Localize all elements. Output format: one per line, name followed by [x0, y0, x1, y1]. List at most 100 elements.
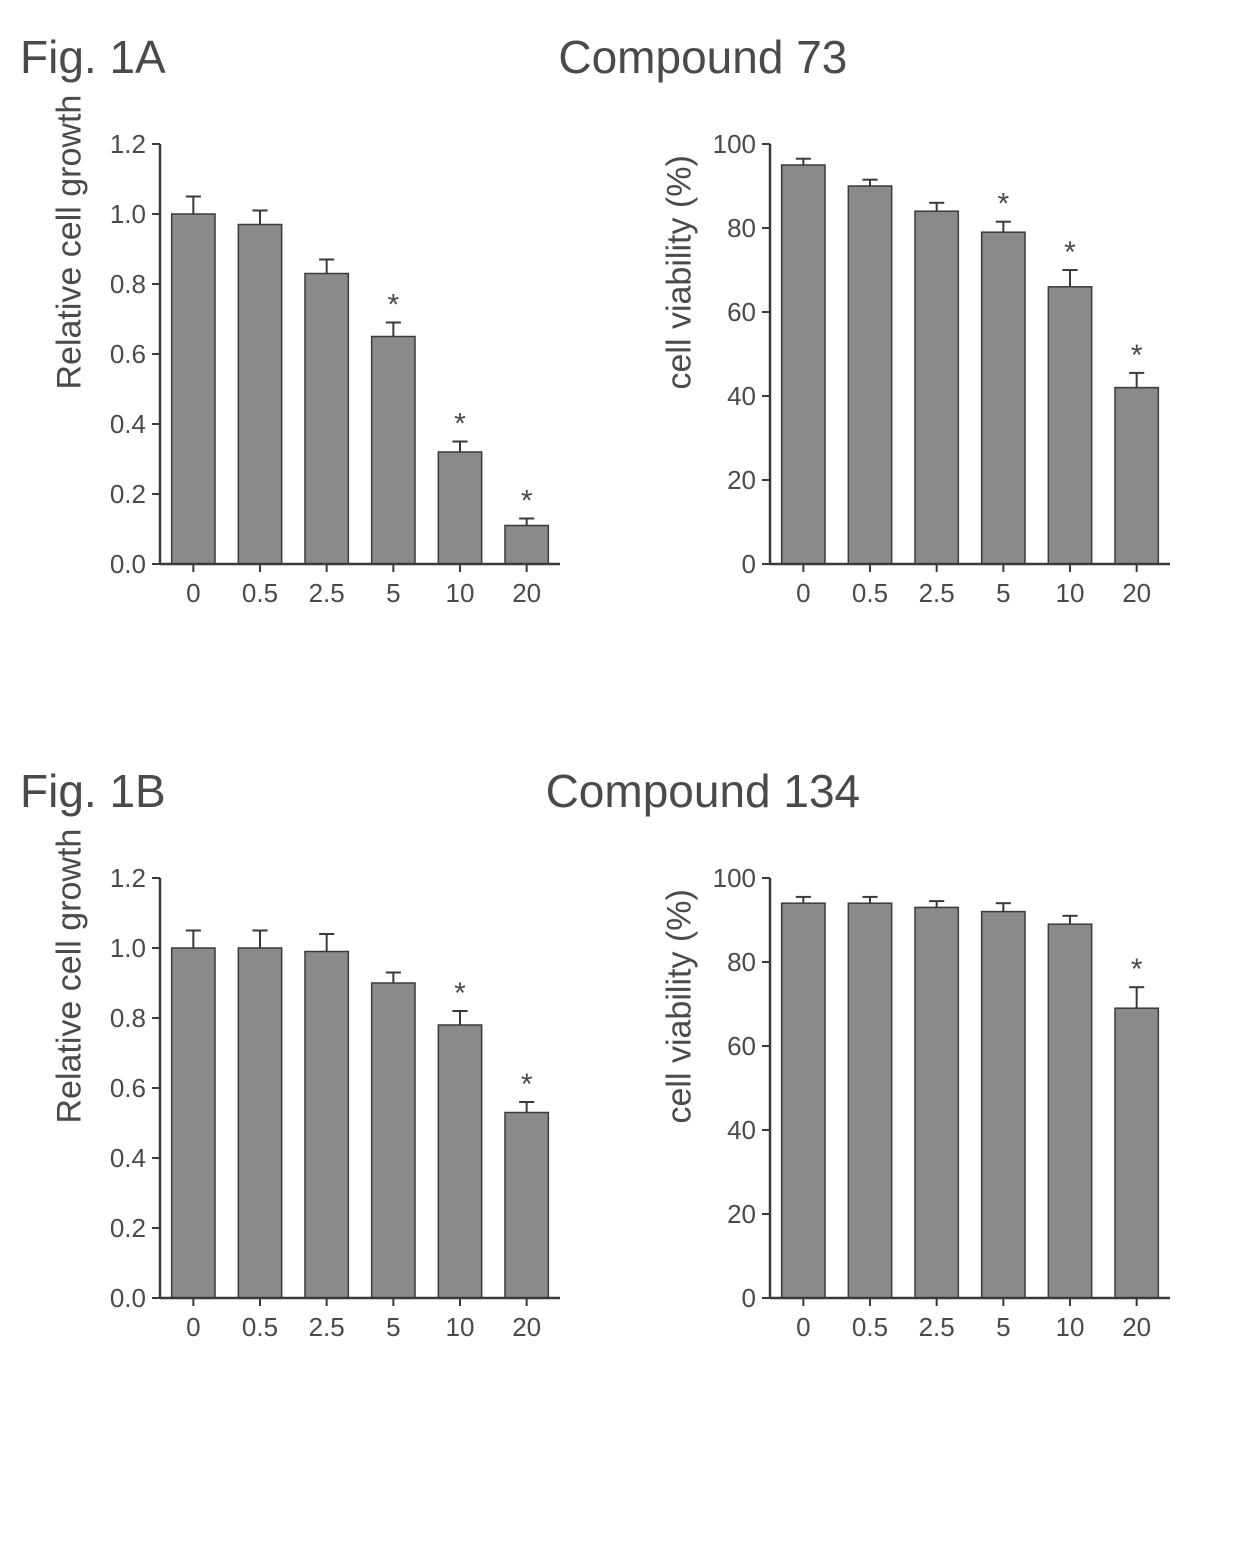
bar	[915, 211, 958, 564]
x-tick-label: 10	[446, 1312, 475, 1342]
y-tick-label: 0.6	[110, 339, 146, 369]
chart-wrap: cell viability (%) 0 20 40 60 80 100 0 0.5 2.5 5 10…	[660, 848, 1190, 1358]
x-tick-label: 2.5	[309, 578, 345, 608]
x-tick-label: 0	[186, 578, 200, 608]
x-tick-label: 10	[1056, 578, 1085, 608]
bar-chart: 02040608010000.52.5510*20	[700, 848, 1190, 1358]
x-tick-label: 10	[446, 578, 475, 608]
x-tick-label: 5	[996, 1312, 1010, 1342]
y-tick-label: 1.2	[110, 863, 146, 893]
figure-label: Fig. 1B	[20, 764, 166, 818]
x-tick-label: 5	[996, 578, 1010, 608]
y-tick-label: 0.8	[110, 1003, 146, 1033]
figure-block: Fig. 1BCompound 134Relative cell growth0…	[20, 764, 1220, 1358]
y-axis-label: Relative cell growth	[51, 1083, 90, 1123]
x-tick-label: 0.5	[242, 1312, 278, 1342]
y-tick-label: 100	[713, 129, 756, 159]
figure-header: Fig. 1B Compound 134	[20, 764, 1220, 818]
bar	[305, 274, 348, 565]
bar	[1115, 388, 1158, 564]
chart-wrap: Relative cell growth 0.0 0.2 0.4 0.6 0.8 1.0 1.…	[50, 848, 580, 1358]
x-tick-label: 0.5	[852, 578, 888, 608]
y-axis-label: cell viability (%)	[661, 1083, 700, 1123]
significance-star: *	[997, 188, 1009, 221]
bar	[238, 225, 281, 565]
y-tick-label: 0.0	[110, 1283, 146, 1313]
bar-chart: 02040608010000.52.5*5*10*20	[700, 114, 1190, 624]
y-tick-label: 0.4	[110, 1143, 146, 1173]
y-tick-label: 0.2	[110, 1213, 146, 1243]
bar	[438, 1025, 481, 1298]
x-tick-label: 5	[386, 1312, 400, 1342]
x-tick-label: 0.5	[242, 578, 278, 608]
y-tick-label: 60	[727, 1031, 756, 1061]
bar	[982, 232, 1025, 564]
y-tick-label: 40	[727, 381, 756, 411]
y-tick-label: 1.0	[110, 199, 146, 229]
bar	[305, 952, 348, 1299]
bar	[372, 983, 415, 1298]
y-tick-label: 80	[727, 213, 756, 243]
y-tick-label: 0.6	[110, 1073, 146, 1103]
charts-row: Relative cell growth 0.0 0.2 0.4 0.6 0.8 1.0 1.…	[20, 114, 1220, 624]
y-tick-label: 100	[713, 863, 756, 893]
bar	[172, 948, 215, 1298]
bar	[372, 337, 415, 565]
bar	[172, 214, 215, 564]
significance-star: *	[387, 289, 399, 322]
y-tick-label: 20	[727, 465, 756, 495]
compound-title: Compound 73	[186, 30, 1220, 84]
x-tick-label: 2.5	[919, 578, 955, 608]
bar-chart: 0.0 0.2 0.4 0.6 0.8 1.0 1.2 0 0.5 2.5 5 * 10 * 20	[90, 848, 580, 1358]
y-tick-label: 0.8	[110, 269, 146, 299]
y-axis-label: Relative cell growth	[51, 349, 90, 389]
y-tick-label: 0.4	[110, 409, 146, 439]
y-tick-label: 1.0	[110, 933, 146, 963]
significance-star: *	[454, 408, 466, 441]
x-tick-label: 2.5	[309, 1312, 345, 1342]
y-tick-label: 20	[727, 1199, 756, 1229]
bar	[238, 948, 281, 1298]
figure-block: Fig. 1A Compound 73 Relative cell growth 0.…	[20, 30, 1220, 624]
bar	[505, 1113, 548, 1299]
bar	[1048, 287, 1091, 564]
x-tick-label: 0	[186, 1312, 200, 1342]
y-tick-label: 0.2	[110, 479, 146, 509]
x-tick-label: 10	[1056, 1312, 1085, 1342]
bar	[782, 165, 825, 564]
bar	[848, 186, 891, 564]
bar	[1048, 924, 1091, 1298]
y-tick-label: 40	[727, 1115, 756, 1145]
chart-wrap: Relative cell growth 0.0 0.2 0.4 0.6 0.8 1.0 1.…	[50, 114, 580, 624]
charts-row: Relative cell growth 0.0 0.2 0.4 0.6 0.8 1.0 1.…	[20, 848, 1220, 1358]
significance-star: *	[454, 977, 466, 1010]
x-tick-label: 20	[512, 1312, 541, 1342]
compound-title: Compound 134	[186, 764, 1220, 818]
bar	[438, 452, 481, 564]
figure-header: Fig. 1A Compound 73	[20, 30, 1220, 84]
y-tick-label: 0	[742, 1283, 756, 1313]
chart-wrap: cell viability (%)02040608010000.52.5*5*…	[660, 114, 1190, 624]
bar	[505, 526, 548, 565]
y-tick-label: 0.0	[110, 549, 146, 579]
significance-star: *	[521, 1068, 533, 1101]
bar	[782, 903, 825, 1298]
x-tick-label: 2.5	[919, 1312, 955, 1342]
y-tick-label: 1.2	[110, 129, 146, 159]
bar	[1115, 1008, 1158, 1298]
x-tick-label: 20	[1122, 1312, 1151, 1342]
x-tick-label: 0.5	[852, 1312, 888, 1342]
x-tick-label: 20	[512, 578, 541, 608]
y-tick-label: 0	[742, 549, 756, 579]
x-tick-label: 5	[386, 578, 400, 608]
bar	[848, 903, 891, 1298]
x-tick-label: 0	[796, 578, 810, 608]
bar-chart: 0.00.20.40.60.81.01.200.52.5*5*10*20	[90, 114, 580, 624]
x-tick-label: 20	[1122, 578, 1151, 608]
y-axis-label: cell viability (%)	[661, 349, 700, 389]
figure-label: Fig. 1A	[20, 30, 166, 84]
significance-star: *	[1131, 339, 1143, 372]
y-tick-label: 80	[727, 947, 756, 977]
bar	[982, 912, 1025, 1298]
x-tick-label: 0	[796, 1312, 810, 1342]
